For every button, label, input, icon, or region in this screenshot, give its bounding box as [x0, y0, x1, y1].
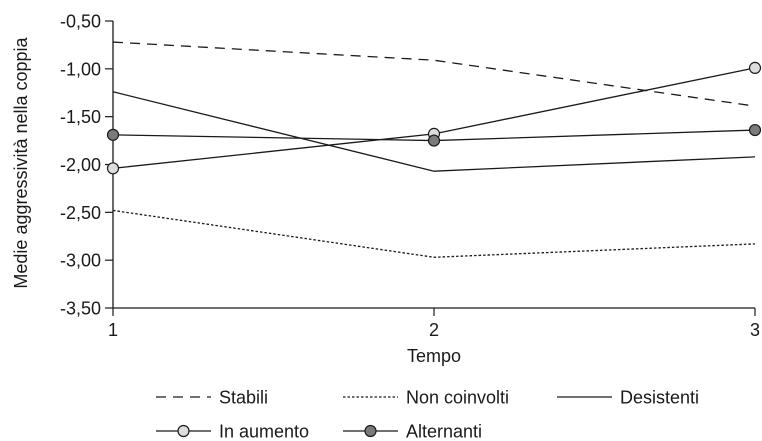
series-point-4: [106, 128, 120, 141]
legend-marker-4: [364, 424, 377, 438]
y-tick-label: -3,00: [60, 251, 101, 271]
series-point-3: [106, 162, 120, 175]
series-line-3: [112, 67, 756, 169]
series-line-0: [112, 41, 756, 107]
y-axis-title: Medie aggressività nella coppia: [11, 36, 31, 288]
x-axis-title: Tempo: [407, 346, 461, 366]
series-point-3: [748, 61, 762, 74]
series-point-4: [427, 134, 441, 147]
series-line-1: [112, 209, 756, 258]
x-tick-label: 1: [108, 320, 118, 340]
series-line-2: [112, 91, 756, 172]
legend-label-2: Desistenti: [620, 388, 699, 408]
legend: Stabili Non coinvolti Desistenti In aumento…: [156, 388, 699, 441]
legend-label-4: Alternanti: [406, 422, 482, 441]
y-tick-label: -2,50: [60, 203, 101, 223]
legend-label-1: Non coinvolti: [406, 388, 509, 408]
legend-label-0: Stabili: [219, 388, 268, 408]
legend-marker-3: [177, 424, 190, 438]
series-layer: [106, 41, 762, 258]
x-tick-label: 2: [429, 320, 439, 340]
x-tick-label: 3: [750, 320, 760, 340]
series-point-4: [748, 123, 762, 137]
y-tick-label: -2,00: [60, 155, 101, 175]
legend-label-3: In aumento: [219, 422, 309, 441]
axes: -0,50 -1,00 -1,50 -2,00 -2,50 -3,00 -3,50 1 2 3: [60, 12, 760, 341]
y-tick-label: -0,50: [60, 12, 101, 32]
y-tick-label: -1,00: [60, 59, 101, 79]
y-tick-label: -3,50: [60, 299, 101, 319]
y-tick-label: -1,50: [60, 107, 101, 127]
